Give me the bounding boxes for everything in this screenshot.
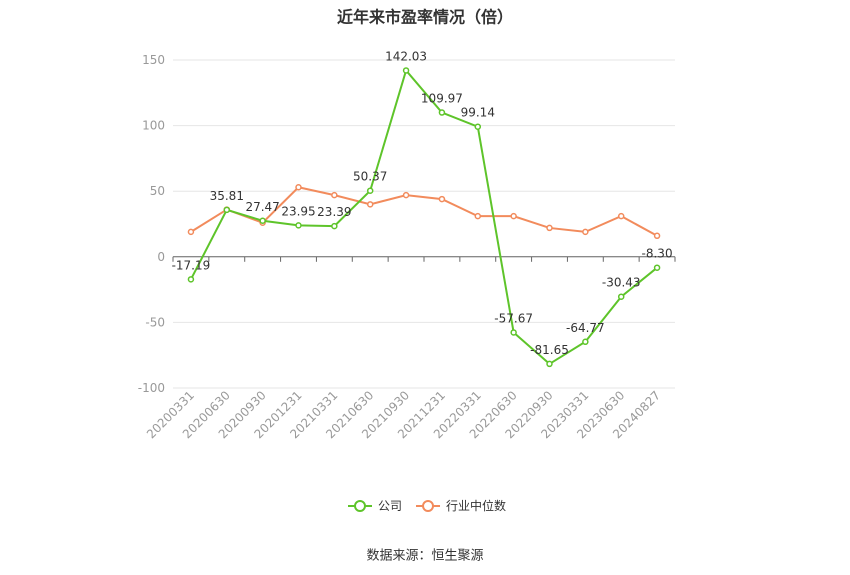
data-point (402, 191, 410, 199)
data-label: -8.30 (642, 247, 673, 261)
data-point (617, 212, 625, 220)
y-tick-label: 50 (150, 184, 165, 198)
data-point (295, 222, 302, 229)
data-point (366, 187, 374, 194)
data-point (438, 195, 446, 203)
y-tick-label: -50 (145, 315, 165, 329)
y-tick-label: 150 (142, 53, 165, 67)
y-tick-label: 0 (157, 250, 165, 264)
data-point (653, 264, 661, 271)
data-label: 35.81 (210, 189, 244, 203)
data-point (474, 123, 482, 130)
data-label: 142.03 (385, 49, 427, 63)
legend-marker (422, 500, 435, 512)
data-label: 27.47 (245, 200, 279, 214)
data-label: -64.77 (566, 321, 605, 335)
data-point (582, 228, 589, 236)
series-line (190, 186, 658, 237)
data-point (259, 217, 266, 225)
data-point (617, 293, 625, 300)
data-label: 99.14 (461, 106, 495, 120)
data-point (187, 276, 195, 283)
data-label: 109.97 (421, 92, 463, 106)
data-label: -81.65 (530, 343, 569, 357)
chart-title: 近年来市盈率情况（倍） (337, 8, 513, 27)
y-tick-label: -100 (138, 381, 165, 395)
data-label: 23.95 (281, 204, 315, 218)
legend-label: 行业中位数 (446, 498, 506, 513)
data-point (331, 222, 338, 230)
data-point (402, 67, 410, 74)
data-point (187, 228, 195, 236)
data-point (510, 212, 517, 220)
data-point (510, 329, 517, 336)
data-label: 23.39 (317, 205, 351, 219)
data-label: -30.43 (602, 276, 641, 290)
source-note: 数据来源：恒生聚源 (366, 549, 483, 564)
y-tick-label: 100 (142, 119, 165, 133)
data-label: 50.37 (353, 170, 387, 184)
legend-label: 公司 (378, 499, 402, 513)
data-point (295, 184, 302, 191)
data-point (474, 212, 482, 220)
data-point (366, 201, 374, 208)
legend-marker (354, 500, 366, 512)
data-point (546, 224, 553, 232)
data-point (438, 109, 446, 116)
data-point (331, 191, 338, 199)
data-point (546, 360, 553, 368)
data-point (582, 338, 589, 346)
data-point (653, 232, 661, 240)
data-label: -17.19 (172, 258, 211, 272)
series-line (190, 68, 658, 366)
data-label: -57.67 (494, 311, 533, 325)
data-point (223, 206, 231, 214)
